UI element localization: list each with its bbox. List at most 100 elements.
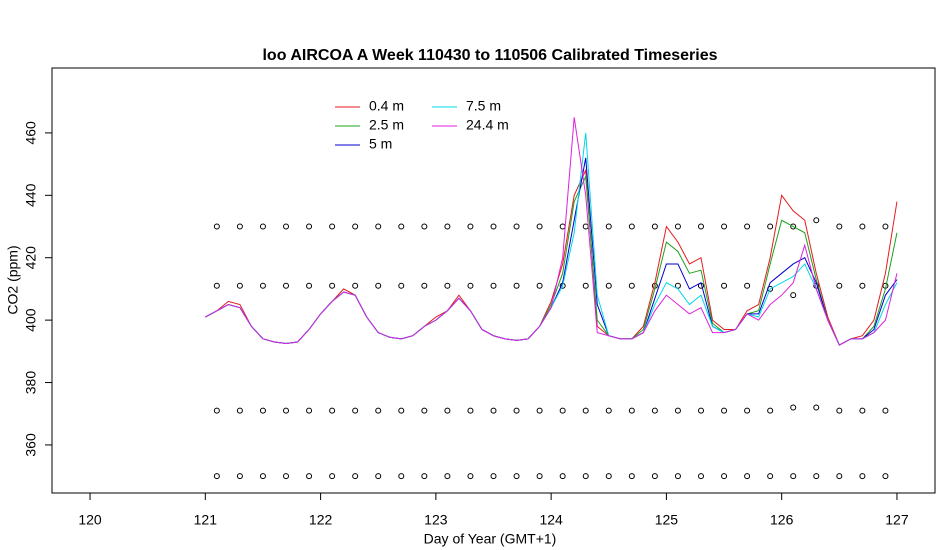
calibration-point [213, 473, 220, 480]
calibration-point [697, 473, 704, 480]
calibration-point [536, 282, 543, 289]
calibration-point [744, 407, 751, 414]
calibration-point [836, 223, 843, 230]
calibration-point [744, 473, 751, 480]
calibration-point [859, 282, 866, 289]
y-tick-label: 440 [23, 183, 39, 207]
calibration-point [582, 407, 589, 414]
x-tick-label: 123 [424, 512, 448, 528]
x-tick-label: 126 [770, 512, 794, 528]
calibration-point [283, 223, 290, 230]
x-tick-label: 121 [194, 512, 218, 528]
calibration-point [352, 407, 359, 414]
calibration-point [721, 473, 728, 480]
calibration-point [306, 473, 313, 480]
calibration-point [259, 473, 266, 480]
calibration-point [628, 282, 635, 289]
y-axis-label: CO2 (ppm) [5, 245, 21, 314]
calibration-point [236, 282, 243, 289]
calibration-point [490, 282, 497, 289]
calibration-point [582, 282, 589, 289]
calibration-point [490, 223, 497, 230]
calibration-point [582, 473, 589, 480]
calibration-point [398, 473, 405, 480]
calibration-point [882, 407, 889, 414]
calibration-point [306, 223, 313, 230]
chart-title: loo AIRCOA A Week 110430 to 110506 Calib… [262, 47, 717, 64]
y-tick-label: 380 [23, 371, 39, 395]
calibration-point [259, 407, 266, 414]
calibration-point [306, 282, 313, 289]
legend-label: 7.5 m [466, 98, 501, 114]
calibration-point [513, 282, 520, 289]
calibration-point [259, 223, 266, 230]
calibration-point [375, 282, 382, 289]
legend-label: 0.4 m [369, 98, 404, 114]
calibration-point [859, 407, 866, 414]
calibration-point [721, 282, 728, 289]
calibration-point [213, 282, 220, 289]
calibration-point [536, 473, 543, 480]
calibration-point [467, 407, 474, 414]
x-tick-label: 122 [309, 512, 333, 528]
legend-label: 5 m [369, 136, 392, 152]
calibration-point [836, 282, 843, 289]
calibration-point [744, 282, 751, 289]
calibration-point [859, 223, 866, 230]
calibration-point [605, 282, 612, 289]
calibration-point [236, 223, 243, 230]
x-tick-label: 127 [885, 512, 909, 528]
calibration-point [513, 407, 520, 414]
calibration-point [790, 223, 797, 230]
calibration-point [559, 407, 566, 414]
calibration-point [283, 473, 290, 480]
x-tick-label: 125 [655, 512, 679, 528]
x-tick-label: 124 [539, 512, 563, 528]
calibration-point [767, 407, 774, 414]
calibration-point [329, 473, 336, 480]
calibration-point [744, 223, 751, 230]
series-line [205, 117, 898, 346]
calibration-point [605, 223, 612, 230]
y-tick-label: 460 [23, 121, 39, 145]
calibration-point [306, 407, 313, 414]
calibration-point [605, 407, 612, 414]
calibration-point [352, 282, 359, 289]
legend-label: 24.4 m [466, 117, 509, 133]
calibration-point [490, 407, 497, 414]
calibration-point [767, 223, 774, 230]
calibration-point [813, 473, 820, 480]
calibration-point [467, 473, 474, 480]
calibration-point [882, 223, 889, 230]
calibration-point [398, 282, 405, 289]
calibration-point [329, 282, 336, 289]
x-tick-label: 120 [78, 512, 102, 528]
calibration-point [836, 473, 843, 480]
calibration-point [536, 407, 543, 414]
calibration-point [329, 223, 336, 230]
calibration-point [283, 407, 290, 414]
calibration-point [352, 223, 359, 230]
calibration-point [767, 473, 774, 480]
calibration-point [721, 407, 728, 414]
calibration-point [882, 473, 889, 480]
calibration-point [421, 223, 428, 230]
calibration-point [398, 407, 405, 414]
calibration-point [697, 223, 704, 230]
calibration-point [375, 223, 382, 230]
plot-frame [51, 67, 936, 494]
calibration-point [628, 223, 635, 230]
calibration-point [559, 473, 566, 480]
calibration-point [490, 473, 497, 480]
calibration-point [674, 223, 681, 230]
legend-label: 2.5 m [369, 117, 404, 133]
calibration-point [513, 473, 520, 480]
y-tick-label: 360 [23, 433, 39, 457]
calibration-point [398, 223, 405, 230]
calibration-point [236, 407, 243, 414]
calibration-point [444, 407, 451, 414]
y-tick-label: 420 [23, 246, 39, 270]
calibration-point [467, 223, 474, 230]
calibration-point [651, 473, 658, 480]
